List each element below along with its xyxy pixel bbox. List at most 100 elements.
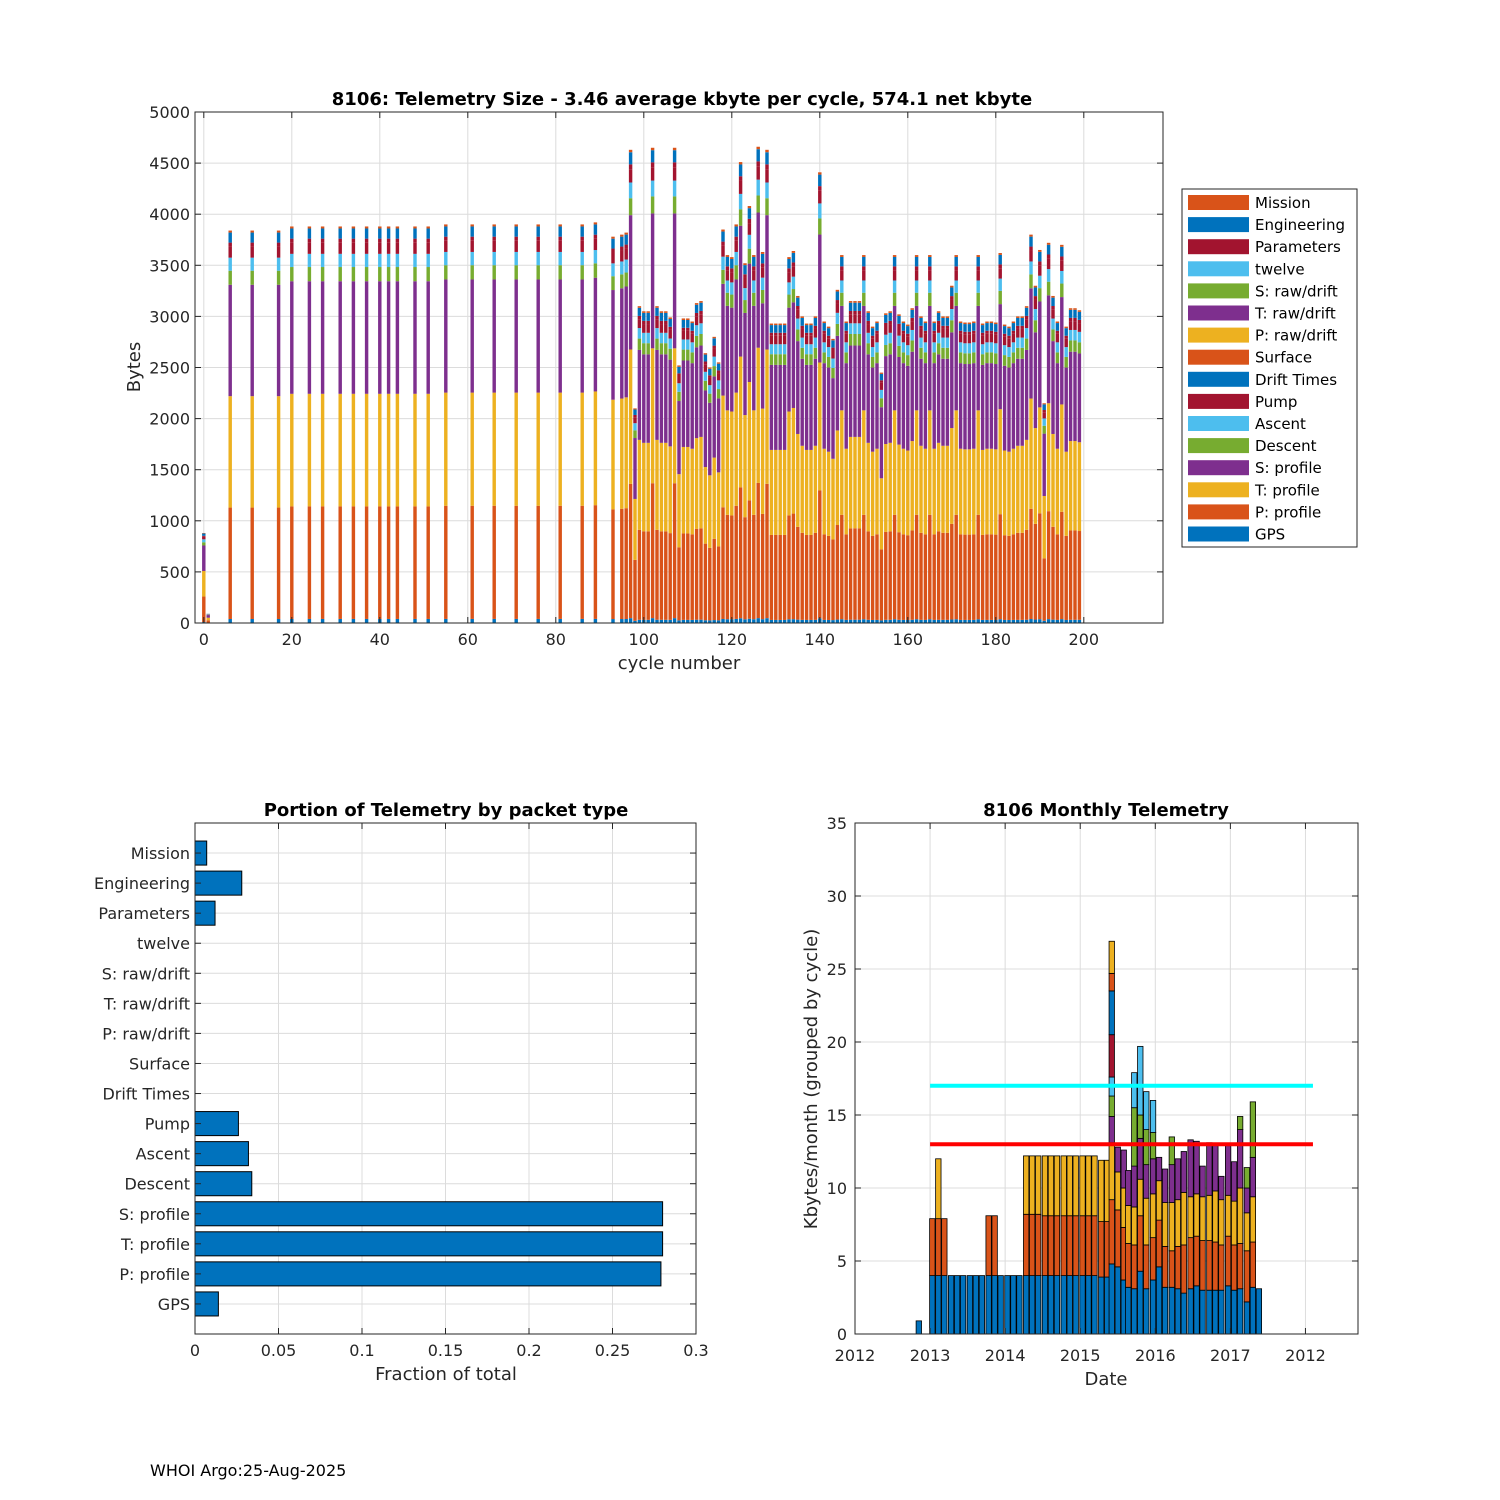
- top-bar-segment: [320, 238, 325, 243]
- monthly-bar-segment: [941, 1275, 948, 1335]
- top-bar-segment: [470, 240, 474, 252]
- top-bar-segment: [800, 317, 804, 326]
- monthly-bar-segment: [1072, 1155, 1079, 1217]
- top-bar-segment: [941, 532, 945, 620]
- portion-bar: [194, 1111, 239, 1137]
- top-bar-segment: [320, 393, 325, 507]
- top-bar-segment: [950, 285, 954, 288]
- top-bar-segment: [958, 363, 963, 449]
- top-bar-segment: [945, 358, 950, 446]
- top-bar-segment: [1042, 495, 1046, 559]
- monthly-bar-segment: [1016, 1275, 1023, 1335]
- top-bar-segment: [738, 209, 743, 226]
- top-bar-segment: [958, 333, 963, 343]
- top-bar-segment: [290, 281, 294, 394]
- top-bar-segment: [866, 311, 870, 313]
- top-bar-segment: [928, 270, 932, 281]
- top-bar-segment: [708, 385, 712, 394]
- top-bar-segment: [800, 347, 804, 359]
- top-bar-segment: [699, 323, 703, 335]
- top-bar-segment: [492, 618, 496, 623]
- top-bar-segment: [593, 505, 598, 619]
- top-bar-segment: [853, 619, 857, 623]
- monthly-bar-segment: [1108, 1034, 1115, 1078]
- top-bar-segment: [954, 280, 958, 293]
- top-bar-segment: [250, 242, 254, 247]
- monthly-bar-segment: [1155, 1180, 1163, 1221]
- top-bar-segment: [536, 224, 540, 227]
- top-bar-segment: [646, 343, 650, 355]
- top-bar-segment: [804, 534, 809, 620]
- legend-swatch: [1188, 438, 1249, 454]
- top-bar-segment: [470, 505, 474, 619]
- top-bar-segment: [1002, 535, 1007, 620]
- top-bar-segment: [338, 242, 342, 254]
- top-bar-segment: [998, 290, 1002, 305]
- top-bar-segment: [778, 335, 782, 345]
- top-bar-segment: [672, 213, 677, 349]
- top-bar-segment: [716, 472, 721, 547]
- monthly-bar-segment: [1212, 1241, 1219, 1291]
- top-bar-segment: [620, 234, 624, 237]
- top-bar-segment: [989, 333, 994, 343]
- top-bar-segment: [1073, 329, 1077, 341]
- top-bar-segment: [923, 352, 928, 364]
- top-bar-segment: [782, 325, 787, 333]
- top-bar-segment: [677, 620, 681, 623]
- top-bar-segment: [835, 335, 840, 431]
- top-bar-segment: [804, 325, 809, 333]
- top-bar-segment: [672, 162, 677, 168]
- top-bar-segment: [897, 619, 901, 623]
- top-bar-segment: [1073, 340, 1077, 352]
- top-bar-segment: [694, 312, 699, 317]
- top-bar-segment: [659, 324, 664, 333]
- top-bar-segment: [928, 514, 932, 620]
- top-bar-segment: [1029, 246, 1033, 251]
- monthly-bar-segment: [1231, 1200, 1238, 1246]
- top-bar-segment: [1033, 285, 1038, 288]
- top-bar-segment: [954, 270, 958, 281]
- top-bar-segment: [822, 448, 826, 535]
- top-bar-segment: [831, 340, 835, 348]
- monthly-bar-segment: [1161, 1202, 1169, 1247]
- top-bar-segment: [804, 323, 809, 326]
- top-bar-segment: [1007, 328, 1011, 336]
- top-bar-segment: [699, 310, 703, 315]
- top-bar-segment: [364, 238, 369, 243]
- top-bar-segment: [686, 619, 690, 623]
- top-bar-segment: [835, 525, 840, 620]
- top-bar-segment: [668, 329, 672, 339]
- top-bar-segment: [413, 228, 417, 239]
- top-bar-segment: [866, 312, 870, 321]
- top-bar-segment: [646, 312, 650, 321]
- top-bar-segment: [725, 280, 730, 293]
- top-bar-segment: [1073, 441, 1077, 531]
- top-bar-segment: [778, 325, 782, 333]
- top-bar-segment: [967, 343, 972, 354]
- top-bar-segment: [954, 305, 958, 411]
- monthly-bar-segment: [1041, 1275, 1049, 1335]
- top-bar-segment: [624, 234, 628, 245]
- top-bar-segment: [725, 256, 730, 267]
- monthly-bar-segment: [1108, 990, 1115, 1036]
- top-bar-segment: [888, 312, 892, 321]
- top-bar-segment: [950, 619, 954, 623]
- top-bar-segment: [840, 410, 844, 515]
- top-bar-segment: [725, 255, 730, 257]
- monthly-y-tick-label: 20: [827, 1033, 847, 1052]
- top-bar-segment: [910, 309, 914, 318]
- top-bar-segment: [1055, 333, 1060, 343]
- top-bar-segment: [338, 228, 342, 239]
- top-bar-segment: [1077, 531, 1082, 620]
- monthly-bar-segment: [1149, 1100, 1157, 1133]
- top-bar-segment: [813, 325, 818, 329]
- top-bar-segment: [800, 316, 804, 318]
- top-bar-segment: [694, 303, 699, 305]
- top-bar-segment: [646, 332, 650, 344]
- portion-bar: [194, 1231, 664, 1257]
- top-bar-segment: [708, 620, 712, 623]
- top-bar-segment: [338, 506, 342, 619]
- top-bar-segment: [668, 326, 672, 330]
- top-bar-segment: [580, 265, 584, 280]
- top-bar-segment: [840, 270, 844, 281]
